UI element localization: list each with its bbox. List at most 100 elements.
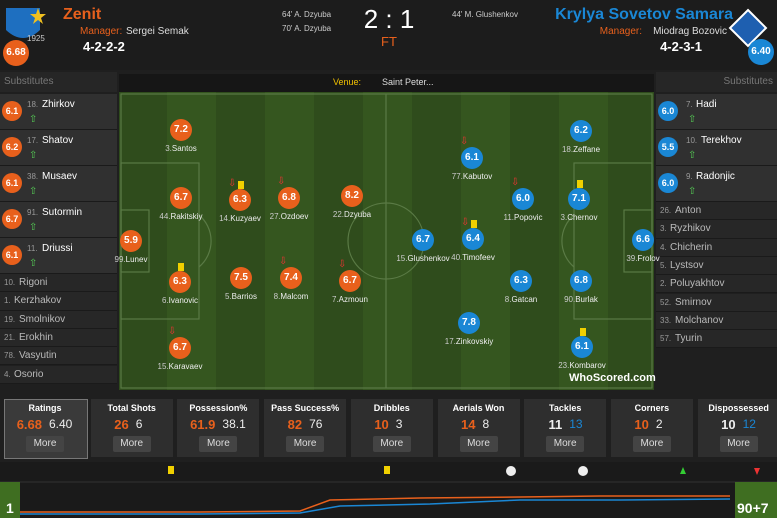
sub-row (656, 256, 777, 276)
sub-name: Erokhin (19, 331, 53, 343)
score: 2 : 1 (363, 4, 415, 34)
sub-off-icon: ⇩ (511, 177, 520, 188)
sub-number: 17. (27, 136, 39, 145)
venue-name: Saint Peter... (382, 77, 434, 87)
sub-number: 38. (27, 172, 39, 181)
more-button[interactable]: More (719, 436, 758, 452)
stat-label: Corners (634, 403, 670, 413)
stat-home: 10 (374, 417, 389, 432)
sub-name: Molchanov (675, 314, 724, 326)
player-label: 3.Chernov (539, 213, 619, 222)
stat-label: Ratings (28, 403, 62, 413)
sub-number: 91. (27, 208, 39, 217)
sub-off-icon: ⇩ (461, 217, 470, 228)
sub-in-icon: ⇧ (29, 258, 38, 269)
player-label: 99.Lunev (91, 255, 171, 264)
stat-label: Dribbles (373, 403, 410, 413)
sub-off-icon: ⇩ (460, 136, 469, 147)
player-rating: 6.8 (278, 187, 300, 209)
player-number: 5. (224, 292, 232, 301)
player-name: Ozdoev (280, 212, 309, 221)
player-name: Glushenkov (407, 254, 450, 263)
player-number: 90. (564, 295, 576, 304)
sub-rating: 6.0 (658, 101, 678, 121)
more-button[interactable]: More (632, 436, 671, 452)
sub-number: 57. (660, 334, 672, 344)
more-button[interactable]: More (112, 436, 151, 452)
sub-number: 78. (4, 351, 16, 361)
more-button[interactable]: More (286, 436, 325, 452)
sub-name: Poluyakhtov (670, 278, 725, 290)
player-rating: 6.3 (510, 270, 532, 292)
sub-number: 52. (660, 297, 672, 307)
player-number: 18. (561, 145, 574, 154)
player-rating: 6.7 (170, 187, 192, 209)
home-logo-year: 1925 (27, 34, 45, 43)
player-name: Frolov (637, 254, 660, 263)
sub-name: Driussi (42, 243, 73, 254)
player-name: Kombarov (569, 361, 606, 370)
sub-row (656, 238, 777, 257)
sub-name: Anton (675, 205, 702, 216)
player-label: 23.Kombarov (542, 361, 622, 370)
player-label: 7.Azmoun (310, 295, 390, 304)
sub-name: Kerzhakov (14, 295, 62, 307)
player-name: Karavaev (168, 362, 203, 371)
player-number: 39. (626, 254, 638, 263)
player-number: 15. (157, 362, 169, 371)
sub-number: 33. (660, 315, 672, 325)
away-manager-label: Manager: (599, 26, 642, 37)
player-name: Santos (171, 144, 197, 153)
brand: WhoScored.com (569, 372, 656, 384)
stat-away: 8 (482, 417, 490, 431)
player-label: 90.Burlak (541, 295, 621, 304)
sub-number: 19. (4, 314, 16, 324)
more-button[interactable]: More (372, 436, 411, 452)
player-label: 40.Timofeev (433, 253, 513, 262)
player-rating: 6.7 (339, 270, 361, 292)
away-formation: 4-2-3-1 (660, 39, 702, 54)
sub-off-icon: ⇩ (279, 256, 288, 267)
player-number: 3. (165, 144, 172, 153)
sub-row (656, 293, 777, 312)
sub-rating: 6.2 (2, 137, 22, 157)
player-number: 77. (451, 172, 463, 181)
player-rating: 6.0 (512, 188, 534, 210)
sub-number: 26. (660, 206, 672, 215)
sub-row (0, 310, 117, 329)
sub-name: Rigoni (19, 277, 48, 288)
player-label: 39.Frolov (603, 254, 683, 263)
sub-name: Radonjic (696, 171, 735, 182)
player-label: 27.Ozdoev (249, 212, 329, 221)
more-button[interactable]: More (546, 436, 585, 452)
player-rating: 6.6 (632, 229, 654, 251)
sub-number: 1. (4, 296, 11, 306)
sub-name: Vasyutin (19, 350, 57, 362)
sub-rating: 6.1 (2, 245, 22, 265)
stat-home: 14 (461, 417, 476, 432)
sub-name: Lystsov (670, 259, 704, 271)
yellow-card (238, 181, 244, 189)
stat-away: 38.1 (222, 417, 246, 431)
yellow-card (471, 220, 477, 228)
player-label: 77.Kabutov (432, 172, 512, 181)
home-name: Zenit (63, 6, 102, 23)
player-number: 27. (269, 212, 281, 221)
player-name: Kabutov (462, 172, 493, 181)
subs-label: Substitutes (723, 76, 773, 87)
sub-row (0, 365, 117, 384)
venue-label: Venue: (333, 77, 362, 87)
home-goal: 70' A. Dzyuba (282, 24, 332, 33)
sub-row (0, 274, 117, 293)
stat-away: 2 (655, 417, 663, 431)
stat-away: 12 (742, 417, 756, 431)
more-button[interactable]: More (26, 436, 64, 452)
sub-name: Terekhov (701, 135, 742, 146)
more-button[interactable]: More (459, 436, 498, 452)
more-button[interactable]: More (199, 436, 238, 452)
home-rating: 6.68 (3, 40, 29, 66)
sub-row (0, 130, 117, 166)
subs-label: Substitutes (4, 76, 54, 87)
sub-in-icon: ⇧ (688, 114, 697, 125)
